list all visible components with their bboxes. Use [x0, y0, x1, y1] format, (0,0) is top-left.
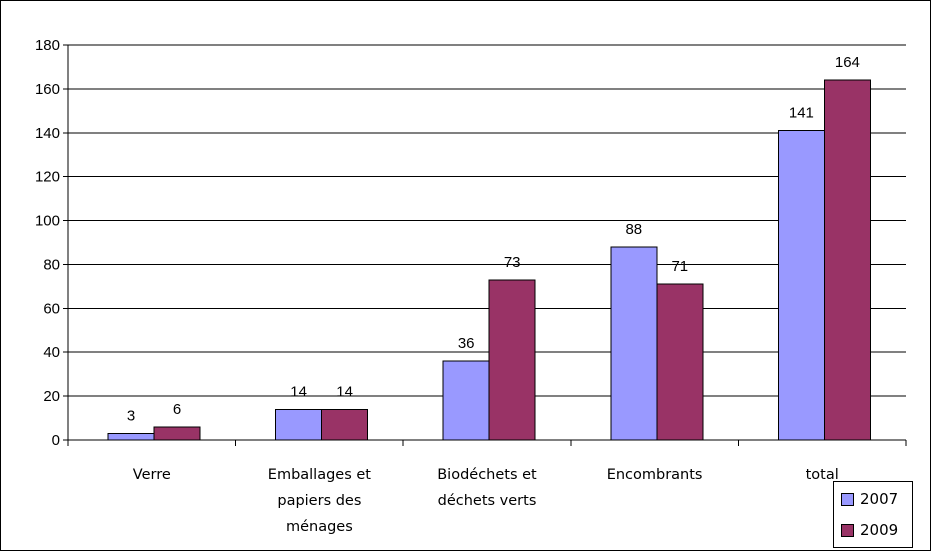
y-tick-label: 120	[35, 169, 60, 186]
bar-2009-4	[823, 79, 871, 441]
legend-swatch-2007	[841, 492, 854, 506]
legend: 2007 2009	[833, 481, 913, 548]
legend-label-2007: 2007	[860, 490, 899, 508]
y-tick-label: 0	[52, 432, 60, 449]
y-tick-label: 160	[35, 81, 60, 98]
data-label-2007-4: 141	[789, 105, 814, 122]
legend-item-2009: 2009	[834, 515, 912, 545]
bars	[107, 79, 871, 441]
legend-item-2007: 2007	[834, 484, 912, 514]
y-tick-label: 100	[35, 213, 60, 230]
bar-2009-0	[153, 426, 201, 441]
data-label-2009-0: 6	[173, 401, 181, 418]
y-tick-label: 20	[43, 388, 60, 405]
axes	[63, 44, 907, 446]
bar-2007-4	[777, 130, 825, 441]
category-label: Verre	[133, 467, 171, 483]
data-label-2007-2: 36	[458, 335, 475, 352]
y-tick-label: 80	[43, 256, 60, 273]
category-label: Biodéchets et déchets verts	[437, 467, 537, 509]
bar-2007-1	[275, 408, 323, 441]
bar-2007-2	[442, 360, 490, 441]
bar-2009-3	[656, 283, 704, 441]
bar-2007-0	[107, 432, 155, 441]
legend-label-2009: 2009	[860, 521, 899, 539]
data-label-2009-3: 71	[671, 258, 688, 275]
data-label-2009-4: 164	[835, 54, 860, 71]
category-label: total	[806, 467, 839, 483]
data-label-2007-3: 88	[625, 221, 642, 238]
bar-2007-3	[610, 246, 658, 441]
data-label-2009-1: 14	[336, 383, 353, 400]
labels: 0 20 40 60 80 100 120 140 160 180 3 14 36 88 141 6 14 73 7…	[35, 37, 860, 535]
bar-2009-1	[321, 408, 369, 441]
y-tick-label: 180	[35, 37, 60, 54]
category-label: Emballages et papiers des ménages	[268, 467, 372, 535]
data-label-2007-1: 14	[290, 383, 307, 400]
y-tick-label: 60	[43, 300, 60, 317]
bar-2009-2	[488, 279, 536, 441]
category-label: Encombrants	[607, 467, 703, 483]
gridlines	[68, 44, 906, 397]
data-label-2007-0: 3	[127, 407, 135, 424]
y-tick-label: 40	[43, 344, 60, 361]
y-tick-label: 140	[35, 125, 60, 142]
legend-swatch-2009	[841, 523, 854, 537]
data-label-2009-2: 73	[504, 254, 521, 271]
